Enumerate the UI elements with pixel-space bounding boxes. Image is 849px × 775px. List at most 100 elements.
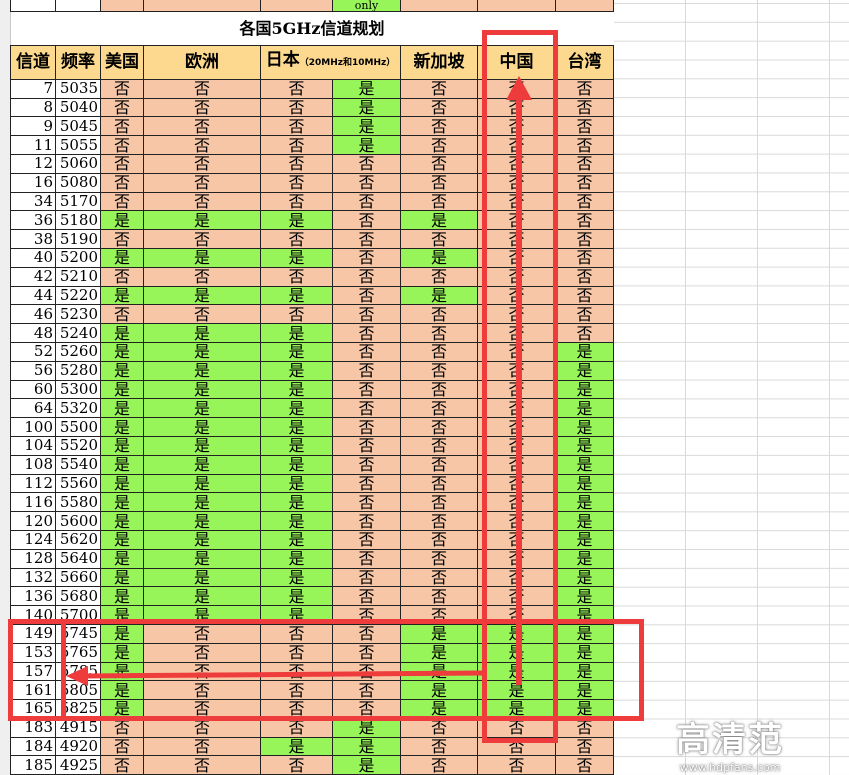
cell-tw[interactable]: 是	[555, 473, 614, 494]
cell-freq[interactable]: 5045	[55, 116, 101, 137]
cell-sg[interactable]: 否	[400, 529, 478, 550]
cell-tw[interactable]: 否	[555, 323, 614, 343]
cell-jp20[interactable]: 是	[260, 511, 333, 531]
cell-freq[interactable]: 5240	[55, 323, 101, 343]
cell-us[interactable]: 否	[100, 191, 144, 212]
cell-sg[interactable]: 否	[400, 135, 478, 155]
cell-jp10[interactable]: 否	[332, 586, 401, 607]
table-title[interactable]: 各国5GHz信道规划	[10, 10, 614, 46]
cell-sg[interactable]: 否	[400, 511, 478, 531]
cell-jp20[interactable]: 是	[260, 210, 333, 231]
cell-sg[interactable]: 否	[400, 417, 478, 437]
cell-us[interactable]: 否	[100, 172, 144, 193]
cell-eu[interactable]: 否	[143, 191, 261, 212]
cell-jp20[interactable]: 是	[260, 341, 333, 362]
cell-jp20[interactable]: 否	[260, 304, 333, 325]
cell-tw[interactable]: 否	[555, 135, 614, 155]
cell-channel[interactable]: 38	[10, 229, 56, 249]
cell-tw[interactable]: 否	[555, 172, 614, 193]
cell-jp20[interactable]: 否	[260, 642, 333, 663]
cell-jp20[interactable]: 是	[260, 473, 333, 494]
cell-us[interactable]: 是	[100, 680, 144, 701]
cell-us[interactable]: 否	[100, 304, 144, 325]
cell-channel[interactable]: 11	[10, 135, 56, 155]
empty-cells-grid[interactable]	[613, 0, 849, 775]
cell-us[interactable]: 是	[100, 379, 144, 400]
cell-eu[interactable]: 否	[143, 172, 261, 193]
cell-us[interactable]: 是	[100, 417, 144, 437]
cell-cn[interactable]: 否	[477, 755, 556, 775]
cell-jp10[interactable]: 否	[332, 417, 401, 437]
cell-us[interactable]: 是	[100, 699, 144, 719]
cell-channel[interactable]: 42	[10, 266, 56, 287]
cell-sg[interactable]: 是	[400, 623, 478, 644]
cell-sg[interactable]: 否	[400, 153, 478, 174]
cell-jp20[interactable]: 是	[260, 417, 333, 437]
cell-tw[interactable]: 否	[555, 736, 614, 757]
cell-channel[interactable]: 8	[10, 97, 56, 118]
cell-jp10[interactable]: 是	[332, 717, 401, 738]
cell-channel[interactable]: 60	[10, 379, 56, 400]
cell-us[interactable]: 否	[100, 755, 144, 775]
cell-eu[interactable]: 否	[143, 304, 261, 325]
cell-jp10[interactable]: 否	[332, 360, 401, 381]
cell-jp20[interactable]: 否	[260, 191, 333, 212]
cell-sg[interactable]: 否	[400, 736, 478, 757]
cell-jp10[interactable]: 否	[332, 304, 401, 325]
cell-us[interactable]: 否	[100, 135, 144, 155]
cell-tw[interactable]: 否	[555, 97, 614, 118]
cell-freq[interactable]: 5660	[55, 567, 101, 588]
cell-jp10[interactable]: 是	[332, 755, 401, 775]
cell-tw[interactable]: 是	[555, 435, 614, 456]
header-freq[interactable]: 频率	[55, 44, 101, 80]
cell-us[interactable]: 是	[100, 435, 144, 456]
cell-jp20[interactable]: 是	[260, 323, 333, 343]
cell-us[interactable]: 是	[100, 341, 144, 362]
header-us[interactable]: 美国	[100, 44, 144, 80]
cell-freq[interactable]: 5190	[55, 229, 101, 249]
cell-us[interactable]: 否	[100, 717, 144, 738]
cell-jp20[interactable]: 是	[260, 379, 333, 400]
cell-freq[interactable]: 5320	[55, 398, 101, 419]
cell-us[interactable]: 是	[100, 529, 144, 550]
cell-jp20[interactable]: 否	[260, 699, 333, 719]
cell-sg[interactable]: 否	[400, 191, 478, 212]
cell-jp20[interactable]: 否	[260, 78, 333, 99]
cell-channel[interactable]: 64	[10, 398, 56, 419]
cell-channel[interactable]: 40	[10, 247, 56, 268]
cell-tw[interactable]: 否	[555, 116, 614, 137]
cell-tw[interactable]: 是	[555, 529, 614, 550]
cell-freq[interactable]: 5055	[55, 135, 101, 155]
cell-freq[interactable]: 5680	[55, 586, 101, 607]
cell-us[interactable]: 是	[100, 548, 144, 569]
cell-tw[interactable]: 是	[555, 511, 614, 531]
cell-jp20[interactable]: 否	[260, 229, 333, 249]
cell-us[interactable]: 是	[100, 360, 144, 381]
cell-eu[interactable]: 是	[143, 341, 261, 362]
cell-tw[interactable]: 是	[555, 586, 614, 607]
cell-freq[interactable]: 4920	[55, 736, 101, 757]
cell-tw[interactable]: 否	[555, 153, 614, 174]
cell-tw[interactable]: 否	[555, 229, 614, 249]
cell-tw[interactable]: 否	[555, 191, 614, 212]
cell-jp10[interactable]: 否	[332, 398, 401, 419]
cell-sg[interactable]: 是	[400, 680, 478, 701]
cell-jp20[interactable]: 否	[260, 717, 333, 738]
cell-sg[interactable]: 否	[400, 97, 478, 118]
cell-channel[interactable]: 157	[10, 661, 56, 682]
cell-tw[interactable]: 是	[555, 360, 614, 381]
cell-freq[interactable]: 5080	[55, 172, 101, 193]
cell-eu[interactable]: 否	[143, 116, 261, 137]
cell-channel[interactable]: 12	[10, 153, 56, 174]
cell-tw[interactable]: 是	[555, 341, 614, 362]
cell-sg[interactable]: 否	[400, 172, 478, 193]
cell-eu[interactable]: 是	[143, 379, 261, 400]
cell-freq[interactable]: 4925	[55, 755, 101, 775]
cell-jp20[interactable]: 否	[260, 116, 333, 137]
cell-us[interactable]: 是	[100, 323, 144, 343]
cell-channel[interactable]: 112	[10, 473, 56, 494]
cell-freq[interactable]: 5170	[55, 191, 101, 212]
cell-tw[interactable]: 否	[555, 717, 614, 738]
cell-channel[interactable]: 132	[10, 567, 56, 588]
cell-channel[interactable]: 7	[10, 78, 56, 99]
